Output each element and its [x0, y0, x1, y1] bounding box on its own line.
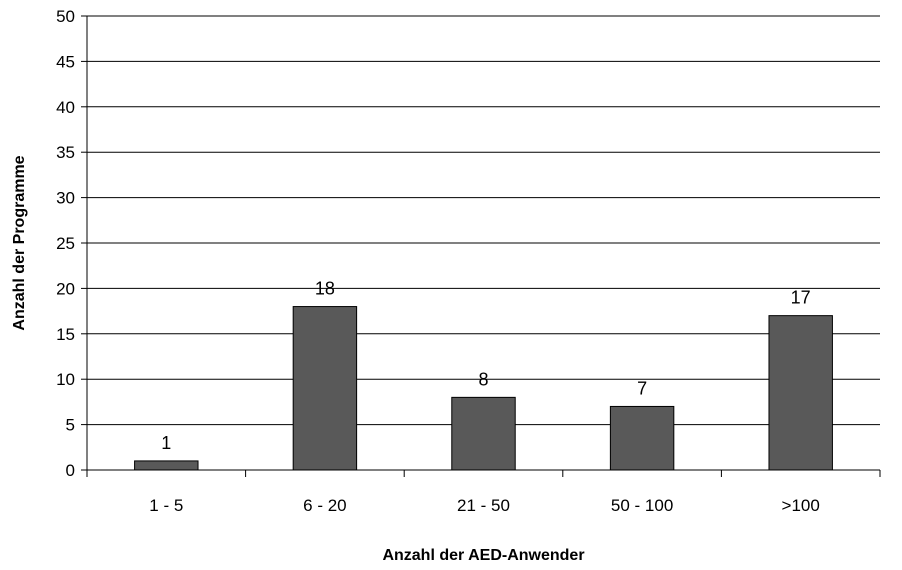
bar — [451, 396, 516, 471]
y-tick-label: 45 — [56, 52, 75, 71]
data-labels: 1 18 8 7 17 — [161, 279, 810, 453]
bar — [134, 460, 199, 471]
bar — [768, 315, 833, 471]
bars — [134, 306, 833, 471]
y-tick-label: 30 — [56, 189, 75, 208]
x-axis-title: Anzahl der AED-Anwender — [382, 547, 584, 564]
y-tick-label: 35 — [56, 143, 75, 162]
y-tick-label: 25 — [56, 234, 75, 253]
bar-value-label: 17 — [791, 288, 811, 308]
x-tick-label: 1 - 5 — [149, 496, 183, 515]
y-tick-label: 20 — [56, 279, 75, 298]
bar-value-label: 1 — [161, 433, 171, 453]
x-tick-label: >100 — [782, 496, 820, 515]
y-tick-label: 40 — [56, 98, 75, 117]
bar — [609, 405, 675, 471]
x-tick-label: 6 - 20 — [303, 496, 346, 515]
x-axis-ticks: 1 - 5 6 - 20 21 - 50 50 - 100 >100 — [86, 470, 881, 515]
y-tick-label: 10 — [56, 370, 75, 389]
bar — [292, 306, 358, 471]
bar-value-label: 18 — [315, 279, 335, 299]
y-tick-label: 15 — [56, 325, 75, 344]
gridlines — [87, 15, 880, 426]
y-axis-ticks: 0 5 10 15 20 25 30 35 40 45 50 — [56, 7, 87, 480]
y-tick-label: 0 — [66, 461, 75, 480]
y-tick-label: 5 — [66, 416, 75, 435]
x-tick-label: 21 - 50 — [457, 496, 510, 515]
y-tick-label: 50 — [56, 7, 75, 26]
y-axis-title: Anzahl der Programme — [11, 155, 28, 330]
x-tick-label: 50 - 100 — [611, 496, 673, 515]
bar-value-label: 7 — [637, 378, 647, 398]
bar-value-label: 8 — [478, 369, 488, 389]
